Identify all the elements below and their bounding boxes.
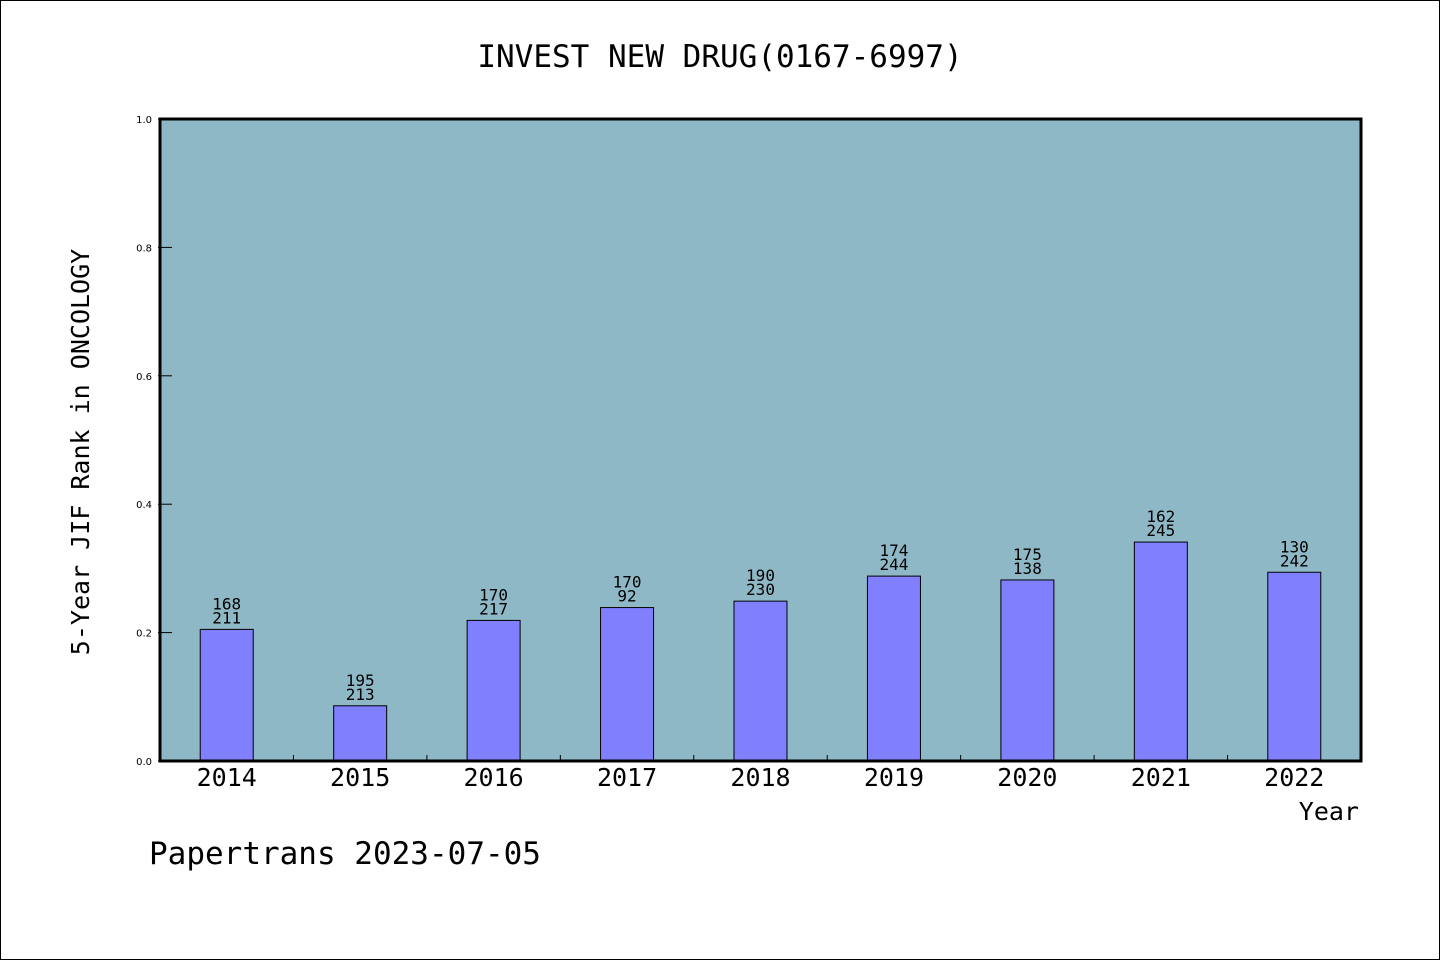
bar-2017 [600,607,655,762]
x-tick-label-2015: 2015 [330,763,390,792]
bar-label-bottom-2015: 213 [346,685,375,704]
y-tick-label: 0.2 [136,629,152,640]
chart-title: INVEST NEW DRUG(0167-6997) [477,39,962,75]
x-tick-label-2018: 2018 [730,763,790,792]
bar-label-bottom-2020: 138 [1013,559,1042,578]
bar-label-top-2017: 170 [613,573,642,592]
y-tick-label: 0.6 [136,372,152,383]
bar-label-top-2018: 190 [746,566,775,585]
x-tick-label-2017: 2017 [597,763,657,792]
bar-label-bottom-2021: 245 [1146,521,1175,540]
footer-source: Papertrans 2023-07-05 [149,836,541,872]
bar-2015 [333,705,388,762]
y-tick-label: 0.8 [136,243,152,254]
x-tick-label-2021: 2021 [1131,763,1191,792]
bar-label-bottom-2014: 211 [212,608,241,627]
y-tick-label: 0.0 [136,757,152,768]
y-tick-label: 1.0 [136,115,152,126]
x-axis-label: Year [1299,797,1359,826]
bar-2014 [199,628,254,762]
x-tick-label-2022: 2022 [1264,763,1324,792]
bar-label-bottom-2018: 230 [746,580,775,599]
bar-label-top-2015: 195 [346,671,375,690]
bar-2021 [1133,541,1188,762]
x-axis: 2014 2015 2016 2017 2018 2019 2020 2021 2022 [197,755,1324,792]
bar-label-top-2022: 130 [1280,537,1309,556]
bars-group [199,541,1322,762]
plot-border [158,117,1363,763]
y-tick-label: 0.4 [136,500,152,511]
bar-labels-group: 1682111952131702171709219023017424417513… [212,507,1308,704]
bar-2020 [1000,579,1055,762]
bar-label-bottom-2022: 242 [1280,551,1309,570]
bar-label-bottom-2016: 217 [479,599,508,618]
bar-label-top-2019: 174 [879,541,908,560]
x-tick-label-2020: 2020 [997,763,1057,792]
x-tick-label-2016: 2016 [464,763,524,792]
bar-2016 [466,619,521,762]
bar-label-bottom-2019: 244 [879,555,908,574]
bar-label-top-2020: 175 [1013,545,1042,564]
x-tick-label-2014: 2014 [197,763,257,792]
x-tick-label-2019: 2019 [864,763,924,792]
bar-label-top-2014: 168 [212,594,241,613]
bar-label-top-2021: 162 [1146,507,1175,526]
bar-2019 [866,575,921,762]
y-axis-label: 5-Year JIF Rank in ONCOLOGY [66,249,95,655]
bar-2022 [1267,571,1322,762]
bar-label-bottom-2017: 92 [617,587,636,606]
bar-2018 [733,600,788,762]
bar-label-top-2016: 170 [479,585,508,604]
